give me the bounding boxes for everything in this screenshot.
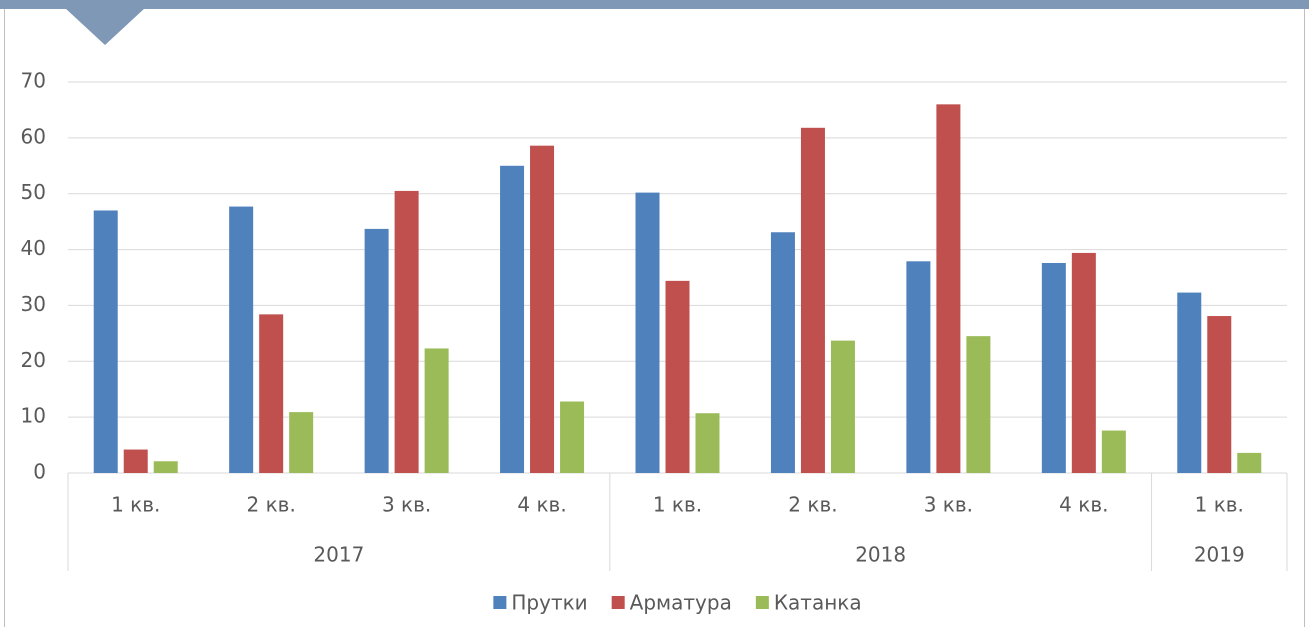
bar xyxy=(1237,452,1262,473)
bar xyxy=(1207,316,1232,473)
legend-swatch xyxy=(493,596,507,609)
legend-swatch xyxy=(755,596,769,609)
bar xyxy=(560,401,585,473)
y-tick-label: 60 xyxy=(21,124,46,148)
legend-label: Арматура xyxy=(630,591,732,615)
x-group-label: 2019 xyxy=(1194,543,1245,567)
bar xyxy=(289,412,314,473)
y-tick-label: 30 xyxy=(21,292,46,316)
bar xyxy=(1041,262,1066,473)
bar xyxy=(530,145,555,474)
x-group-label: 2018 xyxy=(855,543,906,567)
x-group-label: 2017 xyxy=(313,543,364,567)
x-tick-label: 4 кв. xyxy=(517,493,566,517)
bar xyxy=(966,336,991,473)
y-tick-label: 10 xyxy=(21,404,46,428)
legend-swatch xyxy=(611,596,625,609)
x-tick-label: 3 кв. xyxy=(924,493,973,517)
y-tick-label: 40 xyxy=(21,236,46,260)
x-tick-label: 2 кв. xyxy=(788,493,837,517)
legend-label: Прутки xyxy=(511,591,587,615)
bar xyxy=(665,280,690,473)
y-tick-label: 70 xyxy=(21,69,46,93)
bar xyxy=(770,232,795,473)
x-tick-label: 1 кв. xyxy=(111,493,160,517)
bar xyxy=(1177,292,1202,473)
bar xyxy=(830,340,855,473)
bar xyxy=(936,104,961,473)
bar xyxy=(229,206,254,473)
bar xyxy=(123,449,148,473)
bar xyxy=(800,127,825,473)
header-pointer xyxy=(65,8,145,45)
x-tick-label: 1 кв. xyxy=(653,493,702,517)
bar xyxy=(424,348,449,473)
y-tick-label: 50 xyxy=(21,180,46,204)
y-tick-label: 0 xyxy=(33,460,46,484)
bar xyxy=(394,190,419,473)
x-tick-label: 3 кв. xyxy=(382,493,431,517)
header-band xyxy=(0,0,1309,9)
legend-label: Катанка xyxy=(774,591,862,615)
bar xyxy=(153,461,178,473)
x-tick-label: 1 кв. xyxy=(1195,493,1244,517)
bar xyxy=(500,165,525,474)
legend: Прутки Арматура Катанка xyxy=(493,591,862,615)
bar xyxy=(1071,252,1096,473)
bar xyxy=(1101,430,1126,473)
bar xyxy=(259,314,284,473)
bar xyxy=(695,413,720,473)
bar xyxy=(906,261,931,473)
x-tick-label: 2 кв. xyxy=(247,493,296,517)
bar xyxy=(364,228,389,473)
bar xyxy=(93,210,118,473)
y-tick-label: 20 xyxy=(21,348,46,372)
x-tick-label: 4 кв. xyxy=(1059,493,1108,517)
bar xyxy=(635,192,660,473)
